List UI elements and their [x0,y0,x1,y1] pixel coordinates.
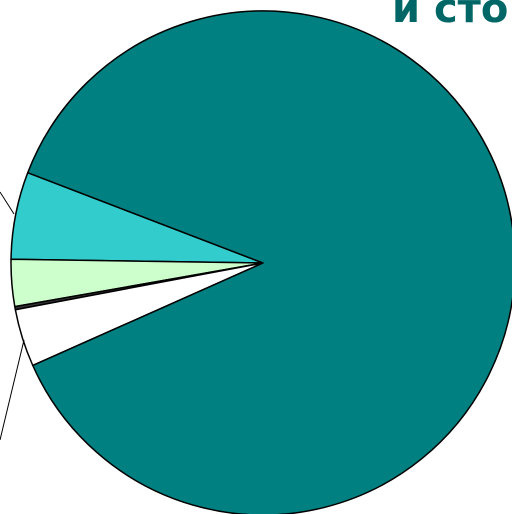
pie [10,10,512,514]
leader-line [0,339,25,441]
leader-line [0,191,15,215]
pie-slice [26,10,512,514]
chart-title: и сто [392,0,508,32]
